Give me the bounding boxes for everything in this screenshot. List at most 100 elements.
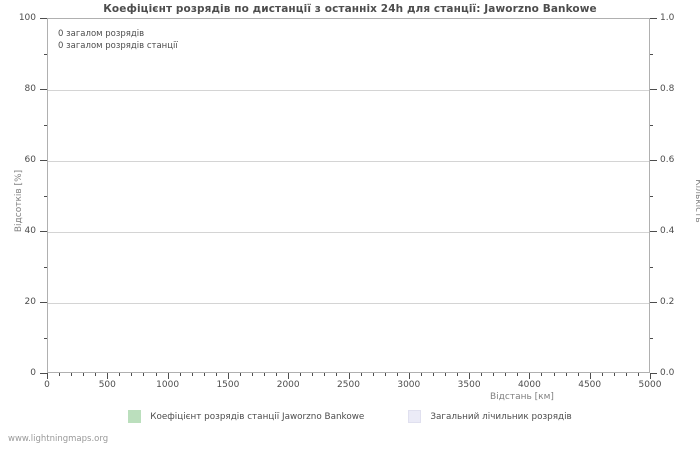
x-axis-tick [227,373,229,379]
y-axis-right-tick [650,231,657,232]
x-axis-minor-tick [625,373,627,376]
legend-item-station-ratio[interactable]: Коефіцієнт розрядів станції Jaworzno Ban… [128,410,364,423]
x-axis-minor-tick [637,373,639,376]
y-axis-left-minor-tick [44,195,47,197]
y-axis-right-tick [650,373,657,374]
x-axis-minor-tick [131,373,133,376]
x-axis-minor-tick [493,373,495,376]
source-watermark: www.lightningmaps.org [8,434,109,444]
chart-title: Коефіцієнт розрядів по дистанції з остан… [103,3,597,15]
y-axis-left-tick [40,373,47,374]
chart-annotations: 0 загалом розрядів 0 загалом розрядів ст… [58,28,178,52]
x-axis-tick-label: 3000 [397,380,421,390]
y-axis-left-minor-tick [44,266,47,268]
legend-swatch-station-ratio [128,410,142,423]
x-axis-minor-tick [541,373,543,376]
y-axis-right-minor-tick [650,337,653,339]
y-axis-right-minor-tick [650,53,653,55]
x-axis-minor-tick [613,373,615,376]
y-axis-left-tick-label: 100 [18,13,36,23]
x-axis-tick [288,373,290,379]
y-axis-left-tick [40,302,47,303]
y-axis-right-title: Кількість [693,179,700,223]
x-axis-tick-label: 5000 [638,380,662,390]
x-axis-tick [167,373,169,379]
y-axis-right-tick-label: 0.8 [660,84,675,94]
x-axis-minor-tick [83,373,85,376]
x-axis-tick [348,373,350,379]
legend-label-total-counter: Загальний лічильник розрядів [430,411,572,422]
legend-item-total-counter[interactable]: Загальний лічильник розрядів [408,410,572,423]
x-axis-minor-tick [577,373,579,376]
x-axis-minor-tick [276,373,278,376]
x-axis-minor-tick [481,373,483,376]
y-axis-right-minor-tick [650,124,653,126]
x-axis-minor-tick [312,373,314,376]
y-axis-right-tick-label: 1.0 [660,13,675,23]
y-axis-left-tick-label: 80 [24,84,36,94]
x-axis-tick [469,373,471,379]
y-axis-left-tick [40,231,47,232]
x-axis-tick [408,373,410,379]
annotation-station-strokes: 0 загалом розрядів станції [58,41,178,51]
x-axis-minor-tick [191,373,193,376]
legend-swatch-total-counter [408,410,422,423]
legend-label-station-ratio: Коефіцієнт розрядів станції Jaworzno Ban… [150,411,365,422]
x-axis-minor-tick [372,373,374,376]
y-axis-left-tick [40,18,47,19]
y-axis-left-title: Відсотків [%] [14,169,24,233]
x-axis-minor-tick [505,373,507,376]
y-axis-left-tick-label: 0 [30,368,36,378]
y-axis-right-tick-label: 0.4 [660,226,675,236]
x-axis-tick-label: 4000 [517,380,541,390]
x-axis-minor-tick [215,373,217,376]
x-axis-tick-label: 500 [98,380,116,390]
x-axis-minor-tick [457,373,459,376]
annotation-total-strokes: 0 загалом розрядів [58,29,145,39]
y-axis-right-tick-label: 0.0 [660,368,675,378]
x-axis-tick [47,373,48,379]
y-axis-right-tick [650,89,657,90]
y-axis-right-tick [650,302,657,303]
x-axis-minor-tick [155,373,157,376]
y-axis-left-tick [40,89,47,90]
x-axis-minor-tick [324,373,326,376]
x-axis-title: Відстань [км] [490,392,554,402]
x-axis-minor-tick [203,373,205,376]
x-axis-tick [107,373,109,379]
y-axis-left-minor-tick [44,53,47,55]
x-axis-minor-tick [517,373,519,376]
x-axis-minor-tick [336,373,338,376]
x-axis-minor-tick [432,373,434,376]
y-axis-right-tick-label: 0.6 [660,155,675,165]
x-axis-minor-tick [179,373,181,376]
x-axis-tick [589,373,591,379]
x-axis-tick [529,373,531,379]
chart-legend: Коефіцієнт розрядів станції Jaworzno Ban… [0,410,700,423]
x-axis-minor-tick [59,373,61,376]
x-axis-minor-tick [119,373,121,376]
y-axis-right-tick [650,18,657,19]
x-axis-tick-label: 3500 [457,380,481,390]
gridlines-layer [48,19,649,372]
x-axis-minor-tick [601,373,603,376]
x-axis-minor-tick [300,373,302,376]
y-axis-left-tick [40,160,47,161]
x-axis-minor-tick [143,373,145,376]
x-axis-tick [650,373,651,379]
x-axis-minor-tick [360,373,362,376]
x-axis-minor-tick [384,373,386,376]
y-axis-left-tick-label: 40 [24,226,36,236]
y-axis-left-tick-label: 20 [24,297,36,307]
x-axis-tick-label: 1500 [216,380,240,390]
y-axis-left-tick-label: 60 [24,155,36,165]
x-axis-minor-tick [420,373,422,376]
data-series-layer [48,19,649,372]
x-axis-minor-tick [553,373,555,376]
y-axis-right-minor-tick [650,195,653,197]
x-axis-minor-tick [565,373,567,376]
x-axis-tick-label: 1000 [156,380,180,390]
x-axis-minor-tick [71,373,73,376]
gridline [48,90,649,91]
plot-area [47,18,650,373]
